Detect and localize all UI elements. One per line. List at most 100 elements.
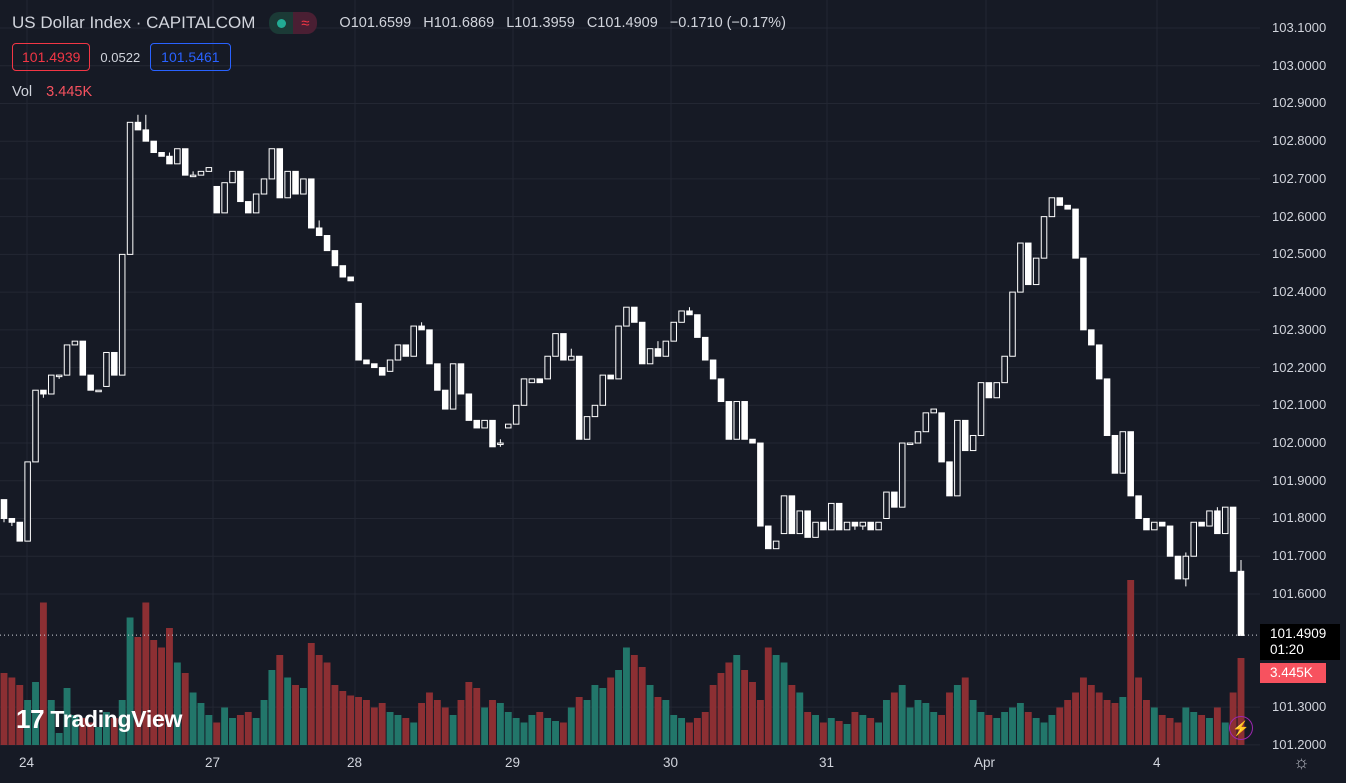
volume-bar	[1009, 707, 1016, 745]
y-tick-label: 102.4000	[1272, 284, 1327, 300]
candle-body	[520, 378, 528, 406]
candle-body	[843, 521, 851, 531]
quote-buttons: 101.4939 0.0522 101.5461	[12, 43, 231, 71]
volume-bar	[418, 703, 426, 745]
candle-body	[1056, 197, 1064, 206]
volume-legend[interactable]: Vol 3.445K	[12, 84, 92, 100]
last-price-value: 101.4909	[1270, 626, 1327, 641]
candle-body	[828, 502, 835, 531]
candle-body	[158, 152, 165, 157]
volume-bar	[1072, 692, 1079, 745]
volume-bar	[102, 712, 110, 745]
volume-bar	[654, 697, 662, 745]
volume-bar	[662, 700, 670, 745]
volume-bar	[410, 722, 418, 745]
candle-body	[623, 306, 630, 327]
candle-body	[820, 521, 827, 531]
market-open-dot-icon	[269, 12, 294, 34]
volume-bar	[835, 721, 843, 745]
candle-body	[733, 401, 741, 440]
volume-bar	[1158, 715, 1166, 745]
volume-bar	[95, 727, 102, 745]
candle-body	[134, 121, 142, 131]
volume-bar	[47, 700, 55, 745]
candle-body	[16, 521, 24, 542]
buy-button[interactable]: 101.5461	[150, 43, 231, 71]
candle-body	[229, 170, 236, 184]
candle-body	[505, 423, 512, 429]
candle-body	[1143, 517, 1150, 531]
candle-body	[315, 227, 323, 237]
candle-body	[891, 491, 898, 508]
tradingview-logo[interactable]: 17 TradingView	[16, 704, 182, 735]
volume-bar	[181, 673, 189, 745]
candle-body	[197, 170, 205, 176]
volume-bar	[24, 700, 32, 745]
candle-body	[851, 521, 859, 527]
candle-body	[1119, 431, 1127, 474]
volume-bar	[1213, 707, 1221, 745]
candle-body	[260, 178, 268, 195]
volume-bar	[591, 685, 599, 745]
volume-bar	[370, 707, 378, 745]
volume-bar	[875, 722, 883, 745]
volume-bar	[126, 617, 134, 745]
candle-body	[1190, 521, 1197, 557]
volume-bar	[426, 692, 433, 745]
volume-bar	[953, 685, 961, 745]
volume-bar	[465, 682, 473, 745]
high-value: 101.6869	[433, 15, 495, 31]
candle-body	[213, 185, 220, 214]
market-status-pill[interactable]: ≈	[269, 12, 318, 34]
candle-body	[694, 314, 701, 338]
candle-body	[473, 419, 481, 429]
volume-bar	[197, 703, 205, 745]
sell-button[interactable]: 101.4939	[12, 43, 91, 71]
candle-body	[1064, 204, 1071, 210]
bar-countdown: 01:20	[1270, 642, 1304, 657]
volume-bar	[512, 718, 520, 745]
volume-bar	[764, 647, 772, 745]
candle-body	[1221, 506, 1229, 535]
open-value: 101.6599	[350, 15, 412, 31]
candle-body	[244, 201, 252, 214]
candle-body	[87, 374, 94, 391]
candle-body	[654, 348, 662, 357]
lightning-icon[interactable]: ⚡	[1229, 716, 1253, 740]
candle-body	[568, 355, 575, 361]
symbol-title[interactable]: US Dollar Index · CAPITALCOM	[12, 13, 256, 32]
volume-bar	[457, 700, 465, 745]
volume-bar	[378, 703, 386, 745]
candle-body	[914, 431, 922, 444]
volume-bar	[623, 647, 630, 745]
y-tick-label: 102.9000	[1272, 95, 1327, 111]
volume-bar	[1221, 722, 1229, 745]
volume-bar	[607, 677, 615, 745]
gear-icon[interactable]: ☼	[1293, 752, 1310, 772]
x-tick-label: Apr	[974, 755, 996, 770]
volume-bar	[268, 670, 276, 745]
volume-bar	[827, 718, 835, 745]
volume-bar	[1174, 722, 1182, 745]
volume-bar	[260, 700, 268, 745]
volume-bar	[433, 700, 441, 745]
volume-bar	[867, 718, 875, 745]
candle-body	[772, 540, 780, 550]
volume-bar	[615, 670, 622, 745]
candle-body	[449, 363, 457, 410]
x-tick-label: 30	[663, 755, 679, 770]
candle-body	[0, 499, 8, 519]
volume-bar	[315, 655, 323, 745]
candle-body	[300, 178, 307, 195]
volume-bar	[473, 688, 481, 745]
candle-body	[24, 461, 31, 542]
candle-body	[749, 438, 756, 444]
volume-bar	[709, 685, 717, 745]
candle-body	[181, 148, 189, 176]
candle-body	[804, 510, 811, 538]
candle-body	[1198, 521, 1205, 527]
candlesticks	[0, 114, 1245, 636]
candle-body	[40, 389, 47, 395]
volume-bar	[1190, 712, 1198, 745]
